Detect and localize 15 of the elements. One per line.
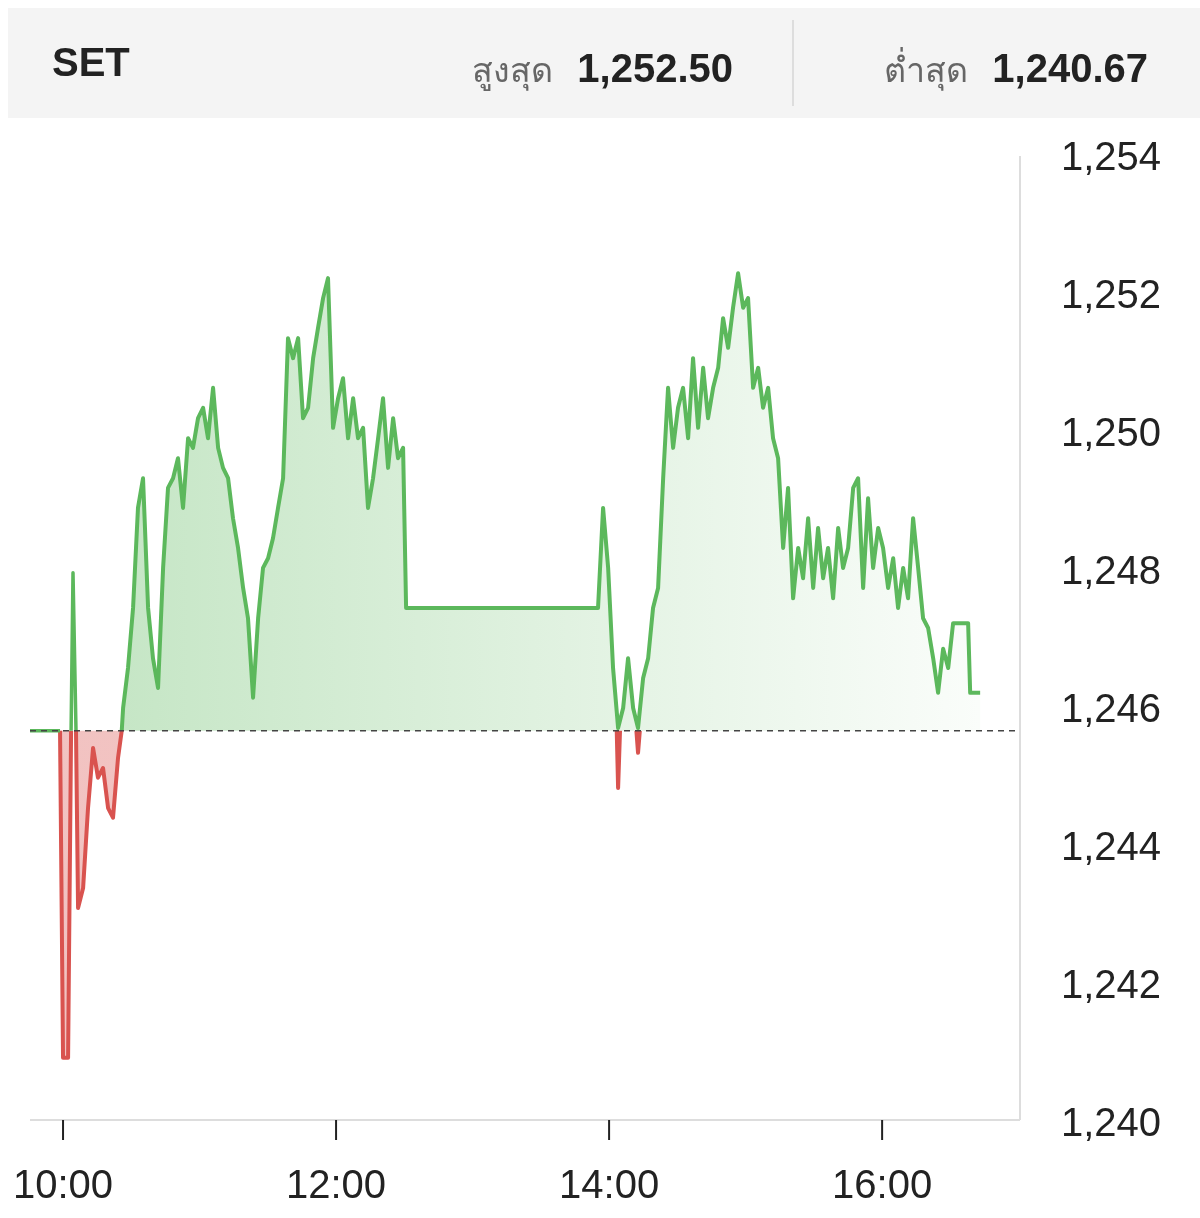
x-tick-label: 14:00 (559, 1162, 660, 1206)
text: ต่ำสุด 1,240.67 (884, 46, 1148, 91)
y-tick-label: 1,252 (1060, 272, 1162, 316)
x-tick-label: 10:00 (12, 1162, 114, 1206)
x-tick-label: 12:00 (286, 1162, 387, 1206)
text: สูงสุด 1,252.50 (472, 46, 733, 91)
y-tick-label: 1,250 (1060, 410, 1162, 454)
x-tick-label: 16:00 (832, 1162, 933, 1206)
chart-title: SET (52, 40, 130, 84)
y-tick-label: 1,254 (1060, 134, 1162, 178)
y-tick-label: 1,242 (1060, 962, 1162, 1006)
y-tick-label: 1,248 (1060, 548, 1162, 592)
y-tick-label: 1,244 (1060, 824, 1162, 868)
y-tick-label: 1,246 (1060, 686, 1162, 730)
y-tick-label: 1,240 (1060, 1100, 1162, 1144)
